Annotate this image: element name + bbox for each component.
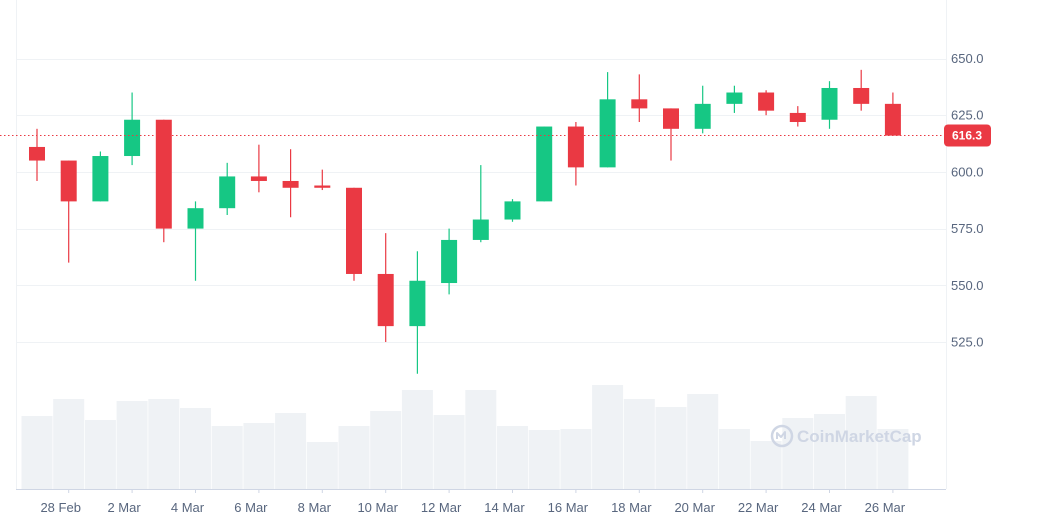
x-tick-label: 24 Mar: [801, 500, 842, 515]
x-tick-label: 10 Mar: [357, 500, 398, 515]
candle-body-down: [282, 180, 299, 188]
volume-bar: [53, 399, 85, 489]
volume-bar: [211, 426, 243, 489]
volume-bar: [370, 411, 402, 489]
candle-body-up: [536, 126, 553, 202]
volume-bar: [116, 401, 148, 489]
volume-bar: [21, 416, 53, 489]
current-price-label: 616.3: [952, 129, 982, 143]
candle-body-up: [504, 201, 521, 220]
candle-body-up: [187, 208, 204, 229]
candle-body-down: [789, 112, 806, 123]
candle-body-down: [884, 103, 901, 136]
volume-bars: [21, 385, 909, 489]
y-tick-label: 525.0: [951, 335, 984, 350]
candle-body-up: [92, 156, 109, 202]
x-tick-label: 20 Mar: [674, 500, 715, 515]
x-tick-label: 8 Mar: [298, 500, 332, 515]
candle-body-down: [567, 126, 584, 168]
volume-bar: [687, 394, 719, 489]
candle-body-up: [441, 239, 458, 284]
candle-body-down: [29, 146, 45, 161]
x-tick-label: 2 Mar: [107, 500, 141, 515]
volume-bar: [497, 426, 528, 489]
x-tick-label: 28 Feb: [40, 500, 80, 515]
volume-bar: [338, 426, 370, 489]
candle-body-down: [250, 176, 267, 181]
volume-bar: [401, 390, 433, 489]
candle-body-down: [155, 119, 172, 229]
y-tick-label: 625.0: [951, 108, 984, 123]
volume-bar: [180, 408, 211, 489]
volume-bar: [814, 414, 845, 489]
volume-bar: [465, 390, 497, 489]
current-price-line: 616.3: [0, 124, 991, 147]
candle-body-down: [663, 108, 679, 129]
candle-body-up: [409, 280, 426, 327]
candle-body-up: [472, 219, 489, 240]
watermark: CoinMarketCap: [770, 424, 922, 448]
y-tick-label: 575.0: [951, 221, 984, 236]
candle-body-down: [631, 99, 648, 109]
volume-bar: [275, 413, 307, 489]
volume-bar: [623, 399, 655, 489]
volume-bar: [560, 429, 592, 489]
x-tick-label: 4 Mar: [171, 500, 205, 515]
candle-body-up: [599, 99, 616, 168]
x-tick-label: 14 Mar: [484, 500, 525, 515]
volume-bar: [433, 415, 465, 489]
y-tick-label: 650.0: [951, 51, 984, 66]
volume-bar: [306, 442, 338, 489]
volume-bar: [84, 420, 116, 489]
candle-body-down: [377, 273, 394, 327]
x-tick-label: 26 Mar: [865, 500, 906, 515]
watermark-text: CoinMarketCap: [797, 427, 922, 446]
volume-bar: [845, 396, 877, 489]
volume-bar: [877, 429, 909, 489]
x-tick-label: 18 Mar: [611, 500, 652, 515]
y-tick-label: 600.0: [951, 164, 984, 179]
volume-bar: [592, 385, 624, 489]
x-axis: 28 Feb 2 Mar 4 Mar 6 Mar 8 Mar 10 Mar 12 Mar 14…: [40, 489, 906, 515]
candle-body-down: [853, 87, 870, 104]
volume-bar: [148, 399, 180, 489]
volume-bar: [243, 423, 275, 489]
candle-body-up: [694, 103, 711, 129]
candle-body-down: [60, 160, 77, 202]
volume-bar: [782, 418, 814, 489]
candles: [29, 69, 901, 374]
volume-bar: [750, 441, 782, 489]
x-tick-label: 16 Mar: [548, 500, 589, 515]
x-tick-label: 22 Mar: [738, 500, 779, 515]
candle-body-up: [124, 119, 141, 157]
y-tick-label: 550.0: [951, 278, 984, 293]
x-tick-label: 6 Mar: [234, 500, 268, 515]
candle-body-down: [314, 185, 331, 188]
candle-body-up: [726, 92, 743, 104]
x-tick-label: 12 Mar: [421, 500, 462, 515]
volume-bar: [718, 429, 750, 489]
volume-bar: [655, 407, 687, 489]
current-price-tag: [944, 124, 991, 147]
candle-body-down: [346, 187, 362, 274]
candle-body-up: [219, 176, 236, 209]
candle-body-down: [758, 92, 775, 111]
candle-body-up: [821, 87, 838, 120]
volume-bar: [528, 430, 560, 489]
coinmarketcap-logo-icon: [770, 424, 794, 448]
y-axis: 650.0 625.0 600.0 575.0 550.0 525.0: [951, 51, 984, 350]
